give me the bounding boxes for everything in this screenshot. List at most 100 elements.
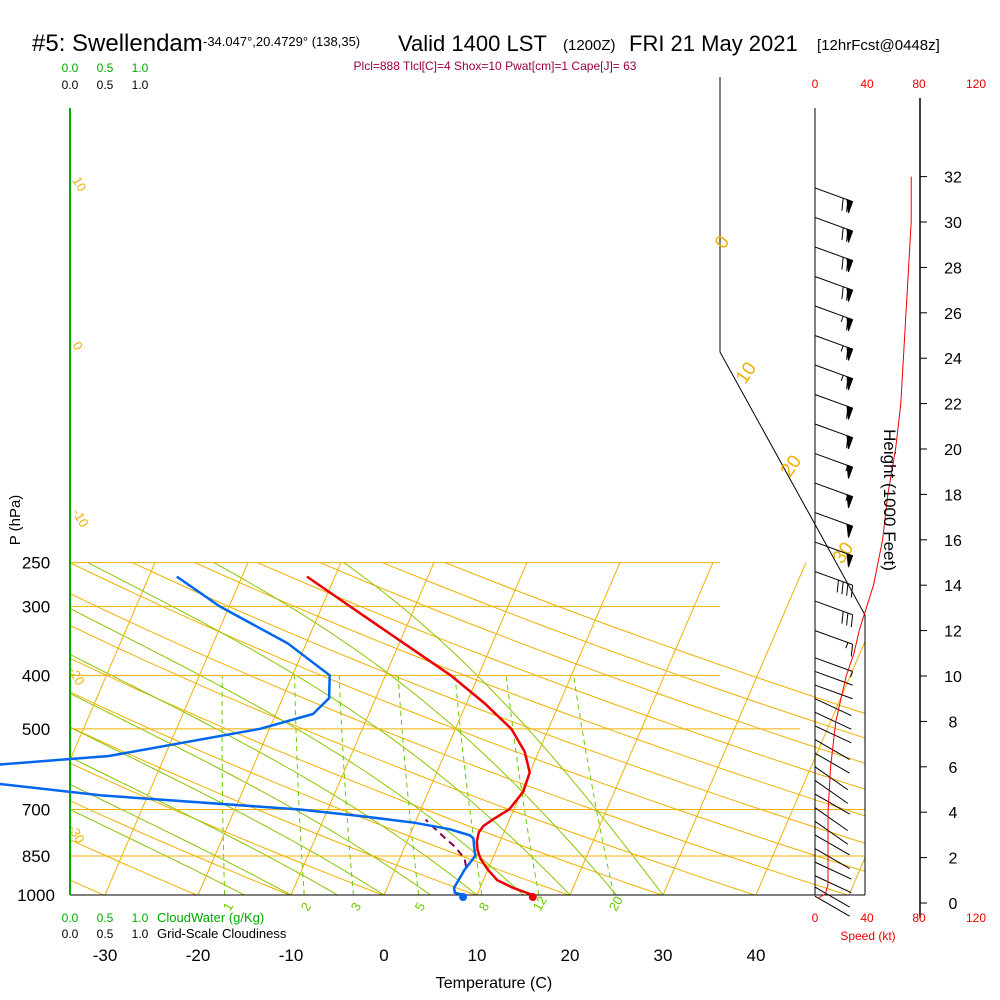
mixing-ratio-label: 3: [348, 900, 365, 914]
wind-barb: [814, 711, 852, 730]
temperature-ticks: -30 -20 -10 0 10 20 30 40: [93, 946, 766, 965]
parcel-curve: [425, 818, 467, 867]
barb-full: [846, 406, 849, 419]
barb-full: [846, 376, 849, 390]
dry-adiabat: [445, 562, 865, 895]
barb-shaft: [814, 793, 850, 815]
wind-barb: [814, 657, 854, 678]
height-tick-label: 10: [944, 669, 962, 686]
barb-shaft: [814, 711, 852, 730]
moist-adiabat: [70, 562, 478, 895]
barb-full: [846, 258, 849, 272]
mixing-ratio-line: [505, 675, 540, 895]
height-tick-label: 28: [944, 260, 962, 277]
barb-shaft: [814, 780, 849, 804]
wind-barb: [814, 541, 854, 568]
barb-shaft: [814, 541, 853, 557]
wind-barb: [814, 482, 854, 509]
pressure-axis-label: P (hPa): [7, 495, 24, 546]
moist-adiabat: [343, 562, 664, 895]
height-tick-label: 6: [949, 760, 958, 777]
barb-full: [846, 229, 849, 242]
moist-adiabat: [213, 562, 617, 895]
forecast-label: [12hrFcst@0448z]: [817, 37, 940, 54]
mixing-ratio-line: [338, 675, 354, 895]
valid-zulu: (1200Z): [563, 37, 616, 54]
barb-shaft: [814, 216, 853, 232]
barb-half: [845, 642, 849, 649]
height-tick-label: 32: [944, 170, 962, 187]
cloud-scale-label: 0.5: [97, 61, 114, 75]
height-tick-label: 24: [944, 351, 962, 368]
wind-barb: [814, 600, 854, 628]
pressure-tick-label: 1000: [17, 886, 55, 905]
height-tick-label: 16: [944, 533, 962, 550]
barb-shaft: [814, 482, 853, 498]
barb-shaft: [814, 725, 852, 744]
moist-adiabat: [70, 562, 292, 895]
barb-full: [846, 288, 849, 301]
wind-barb: [814, 394, 854, 420]
cloud-scale-label: 1.0: [132, 927, 149, 941]
height-tick-label: 8: [949, 714, 958, 731]
height-tick-label: 14: [944, 578, 962, 595]
barb-full: [846, 435, 849, 449]
temperature-tick-label: 20: [561, 946, 580, 965]
isobars: [70, 562, 865, 896]
wind-barb: [814, 305, 854, 332]
wind-barb: [814, 895, 850, 917]
moist-adiabat: [70, 562, 431, 895]
dry-adiabat: [0, 563, 11, 895]
wind-barb: [814, 246, 854, 273]
cloudwater-label: CloudWater (g/Kg): [157, 910, 264, 925]
wind-barb: [814, 807, 849, 832]
station-title: #5: Swellendam: [32, 30, 203, 57]
height-axis-label: Height (1000 Feet): [880, 429, 899, 571]
cloud-scale-label: 0.0: [62, 61, 79, 75]
height-tick-label: 30: [944, 215, 962, 232]
barb-shaft: [814, 453, 853, 468]
barb-shaft: [814, 875, 852, 894]
barb-flag: [846, 523, 854, 538]
speed-scale-label: 0: [812, 911, 819, 925]
barb-full: [841, 611, 844, 624]
dry-adiabat: [70, 562, 662, 895]
station-coords: -34.047°,20.4729° (138,35): [203, 34, 360, 49]
moist-adiabat: [70, 562, 338, 895]
temperature-tick-label: -20: [186, 946, 211, 965]
barb-shaft: [814, 834, 850, 856]
dry-adiabat: [70, 562, 383, 895]
height-tick-label: 18: [944, 487, 962, 504]
barb-full: [846, 583, 849, 596]
speed-label: Speed (kt): [840, 929, 895, 943]
barb-full: [850, 585, 854, 598]
barb-full: [841, 581, 844, 595]
dry-adiabat-label: -20: [65, 664, 87, 688]
height-tick-label: 4: [949, 805, 958, 822]
cloud-scale-label: 1.0: [132, 61, 149, 75]
dry-adiabat: [132, 562, 865, 895]
barb-shaft: [814, 512, 853, 527]
mixing-ratio-label: 2: [298, 900, 315, 914]
moist-adiabat-label: 30: [829, 539, 858, 568]
mixing-ratio-label: 8: [476, 900, 493, 914]
wind-barb: [814, 512, 854, 538]
dry-adiabat: [382, 562, 865, 895]
barb-full: [850, 614, 854, 628]
dry-adiabat-label: 10: [69, 174, 89, 194]
barb-full: [846, 199, 849, 213]
barb-shaft: [814, 752, 850, 774]
barb-shaft: [814, 895, 850, 917]
barb-shaft: [814, 335, 853, 350]
barb-shaft: [814, 246, 853, 262]
mixing-ratio-label: 20: [606, 893, 626, 913]
mixing-ratio-label: 5: [412, 900, 429, 914]
barb-shaft: [814, 698, 852, 717]
cloud-scale-label: 0.5: [97, 927, 114, 941]
cloud-scale-label: 0.0: [62, 927, 79, 941]
barb-full: [841, 286, 844, 300]
wind-barb: [814, 820, 849, 845]
wind-barb: [814, 834, 850, 856]
